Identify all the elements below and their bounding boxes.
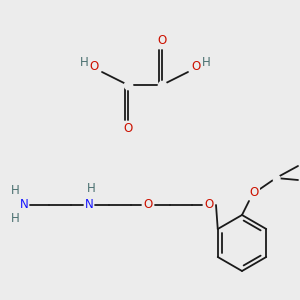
Text: N: N bbox=[20, 199, 28, 212]
Text: H: H bbox=[87, 182, 95, 196]
Text: O: O bbox=[204, 199, 214, 212]
Text: O: O bbox=[123, 122, 133, 136]
Text: O: O bbox=[89, 61, 99, 74]
Text: O: O bbox=[191, 61, 201, 74]
Text: H: H bbox=[80, 56, 88, 70]
Text: H: H bbox=[11, 212, 20, 226]
Text: N: N bbox=[85, 199, 93, 212]
Text: O: O bbox=[143, 199, 153, 212]
Text: O: O bbox=[158, 34, 166, 47]
Text: H: H bbox=[202, 56, 210, 70]
Text: H: H bbox=[11, 184, 20, 197]
Text: O: O bbox=[249, 187, 259, 200]
